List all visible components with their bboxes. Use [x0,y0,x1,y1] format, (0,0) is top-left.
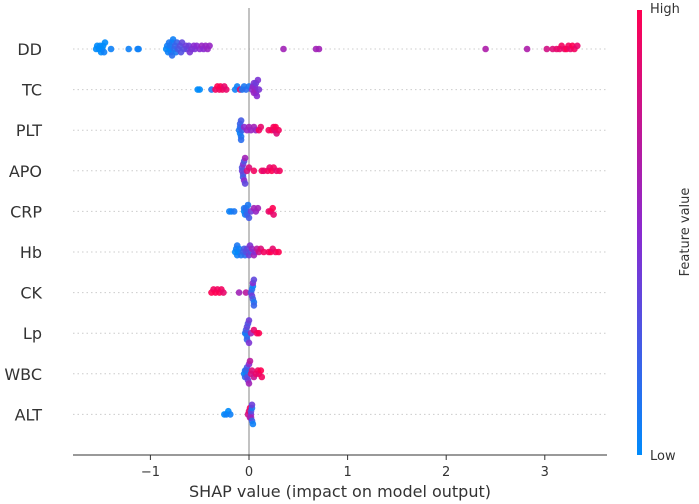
shap-point-ck [242,289,250,296]
x-axis-label: SHAP value (impact on model output) [189,482,491,501]
shap-point-dd [543,45,551,53]
shap-point-tc [196,86,203,93]
shap-point-crp [269,204,277,212]
shap-point-crp [230,208,238,215]
shap-point-wbc [246,357,254,365]
shap-point-apo [241,180,249,187]
shap-point-dd [100,48,108,56]
shap-point-crp [245,214,253,222]
shap-point-ck [250,302,258,309]
shap-point-wbc [257,367,265,374]
shap-point-crp [254,204,262,212]
shap-point-lp [255,329,263,337]
x-tick-label: 3 [541,465,549,480]
feature-label-wbc: WBC [4,365,42,384]
colorbar-low-label: Low [650,449,676,464]
colorbar-high-label: High [650,2,680,17]
shap-point-plt [237,136,245,144]
x-tick-label: 0 [245,465,253,480]
shap-point-plt [237,117,245,124]
feature-label-crp: CRP [10,202,42,221]
shap-point-alt [227,411,234,418]
shap-point-dd [206,42,213,50]
shap-point-dd [280,45,287,53]
shap-point-dd [101,39,109,46]
shap-point-lp [245,317,253,324]
feature-label-lp: Lp [23,324,42,343]
shap-point-hb [260,248,268,256]
colorbar [637,10,642,455]
feature-label-plt: PLT [16,121,42,140]
shap-point-wbc [245,380,253,387]
shap-point-crp [244,201,252,209]
shap-point-alt [249,420,257,428]
shap-point-ck [235,289,243,296]
shap-point-apo [250,167,258,175]
shap-point-dd [315,45,323,53]
shap-point-tc [255,86,263,93]
shap-point-plt [257,123,265,131]
shap-point-tc [223,86,230,93]
shap-point-dd [574,42,581,50]
feature-label-apo: APO [9,162,42,181]
shap-point-apo [245,164,253,171]
x-tick-label: −1 [141,465,160,480]
feature-label-hb: Hb [20,243,42,262]
x-tick-label: 1 [343,465,351,480]
shap-point-lp [245,339,253,347]
shap-point-wbc [258,373,266,381]
shap-point-hb [275,248,282,256]
shap-point-dd [482,45,489,53]
colorbar-label: Feature value [678,188,693,277]
feature-label-tc: TC [21,81,42,100]
shap-point-dd [135,45,142,53]
shap-point-tc [254,76,262,84]
shap-point-dd [523,45,531,53]
shap-point-ck [220,289,227,296]
x-tick-label: 2 [442,465,450,480]
shap-point-alt [248,401,256,409]
feature-label-dd: DD [17,40,42,59]
shap-point-crp [270,211,277,218]
shap-point-apo [241,154,249,162]
feature-label-alt: ALT [15,405,43,424]
shap-point-plt [275,126,282,134]
shap-point-tc [253,92,261,100]
shap-point-dd [107,45,115,53]
feature-label-ck: CK [20,284,42,303]
shap-point-apo [276,167,283,175]
shap-point-dd [125,45,132,53]
shap-point-ck [250,276,258,284]
